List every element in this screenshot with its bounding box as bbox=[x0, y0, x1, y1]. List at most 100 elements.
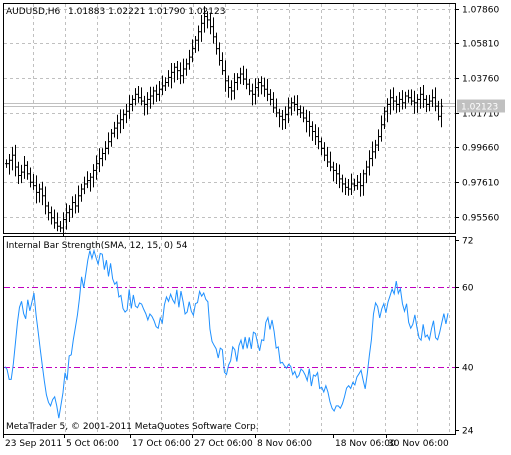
ohlc-bar bbox=[320, 137, 323, 156]
time-tick-label: 17 Oct 06:00 bbox=[132, 439, 191, 449]
ohlc-bar bbox=[179, 62, 182, 85]
ohlc-bar bbox=[386, 98, 389, 123]
ohlc-bar bbox=[302, 106, 305, 123]
ohlc-bar bbox=[56, 212, 59, 232]
ohlc-bar bbox=[41, 181, 44, 206]
ohlc-bar bbox=[383, 107, 386, 129]
ohlc-bar bbox=[86, 171, 89, 189]
ohlc-bar bbox=[227, 75, 230, 98]
ohlc-bar bbox=[293, 95, 296, 112]
ohlc-bar bbox=[251, 83, 254, 106]
ohlc-bar bbox=[332, 161, 335, 182]
ohlc-bar bbox=[152, 86, 155, 105]
ohlc-bar bbox=[134, 88, 137, 106]
ohlc-bar bbox=[305, 109, 308, 133]
ohlc-bar bbox=[392, 87, 395, 111]
ohlc-bar bbox=[290, 97, 293, 116]
ohlc-bar bbox=[32, 173, 35, 190]
ohlc-bar bbox=[116, 114, 119, 140]
price-tick-label: 1.03760 bbox=[462, 75, 499, 85]
ohlc-bar bbox=[215, 32, 218, 55]
ohlc-bar bbox=[254, 78, 257, 105]
ohlc-bar bbox=[29, 167, 32, 188]
ohlc-bar bbox=[212, 17, 215, 44]
ohlc-bar bbox=[59, 220, 62, 233]
ohlc-bar bbox=[344, 177, 347, 195]
time-tick-label: 18 Nov 06:00 bbox=[335, 439, 396, 449]
ohlc-bar bbox=[404, 91, 407, 109]
ohlc-bar bbox=[350, 173, 353, 195]
ohlc-bar bbox=[260, 76, 263, 95]
ohlc-bar bbox=[110, 128, 113, 147]
ohlc-bar bbox=[128, 95, 131, 119]
ohlc-bar bbox=[284, 106, 287, 129]
footer-copyright: MetaTrader 5, © 2001-2011 MetaQuotes Sof… bbox=[6, 422, 259, 432]
ohlc-bar bbox=[98, 148, 101, 173]
ohlc-bar bbox=[314, 124, 317, 146]
ohlc-bar bbox=[65, 203, 68, 230]
ohlc-bar bbox=[308, 111, 311, 137]
ohlc-bar bbox=[194, 35, 197, 53]
ohlc-bar bbox=[107, 132, 110, 155]
ohlc-bar bbox=[47, 201, 50, 221]
ohlc-bar bbox=[389, 89, 392, 115]
ohlc-bar bbox=[398, 92, 401, 113]
ohlc-bar bbox=[323, 142, 326, 162]
ohlc-bar bbox=[296, 95, 299, 116]
ohlc-bar bbox=[53, 209, 56, 229]
ohlc-bar bbox=[269, 89, 272, 106]
time-tick-label: 27 Oct 06:00 bbox=[194, 439, 253, 449]
time-tick-label: 23 Sep 2011 bbox=[5, 439, 62, 449]
ohlc-bar bbox=[368, 150, 371, 176]
ohlc-bar bbox=[413, 90, 416, 114]
ohlc-bar bbox=[14, 144, 17, 177]
ohlc-bar bbox=[119, 109, 122, 134]
ohlc-bar bbox=[356, 174, 359, 190]
ohlc-bar bbox=[374, 139, 377, 159]
ohlc-bar bbox=[161, 75, 164, 96]
price-tick-label: 0.95560 bbox=[462, 214, 499, 224]
ohlc-bar bbox=[125, 103, 128, 124]
ohlc-bar bbox=[185, 58, 188, 76]
price-tick-label: 0.97610 bbox=[462, 179, 499, 189]
ohlc-bar bbox=[50, 206, 53, 225]
ohlc-bar bbox=[74, 194, 77, 214]
ohlc-bar bbox=[230, 80, 233, 101]
ohlc-header: 1.01883 1.02221 1.01790 1.02123 bbox=[68, 7, 225, 17]
ohlc-bar bbox=[437, 100, 440, 121]
ohlc-bar bbox=[341, 174, 344, 193]
ohlc-bar bbox=[62, 212, 65, 239]
ohlc-bar bbox=[38, 183, 41, 203]
price-tick-label: 1.07860 bbox=[462, 6, 499, 16]
ohlc-bar bbox=[170, 63, 173, 89]
ohlc-bar bbox=[365, 160, 368, 184]
ohlc-bar bbox=[233, 73, 236, 100]
ohlc-bar bbox=[176, 61, 179, 80]
ohlc-bar bbox=[347, 179, 350, 196]
ohlc-bar bbox=[140, 87, 143, 106]
ohlc-bar bbox=[137, 86, 140, 103]
ohlc-bar bbox=[221, 52, 224, 75]
price-pane: 1.07860 1.05810 1.03760 1.01710 0.99660 0.976… bbox=[3, 3, 505, 239]
ohlc-bar bbox=[428, 94, 431, 112]
ohlc-bar bbox=[272, 92, 275, 113]
ohlc-bar bbox=[440, 98, 443, 128]
ohlc-bar bbox=[329, 151, 332, 172]
current-price-box bbox=[457, 99, 505, 113]
ohlc-bar bbox=[425, 95, 428, 113]
ohlc-bar bbox=[44, 186, 47, 215]
ohlc-bar bbox=[80, 183, 83, 202]
ohlc-bar bbox=[395, 95, 398, 113]
ohlc-bar bbox=[104, 141, 107, 161]
ohlc-bar bbox=[203, 6, 206, 33]
time-axis: 23 Sep 2011 5 Oct 06:00 17 Oct 06:00 27 Oct… bbox=[3, 434, 449, 449]
ohlc-bar bbox=[371, 141, 374, 167]
ohlc-bar bbox=[275, 98, 278, 118]
ohlc-bar bbox=[92, 164, 95, 188]
ohlc-bar bbox=[239, 67, 242, 85]
ohlc-bar bbox=[236, 73, 239, 91]
ibs-line bbox=[4, 248, 449, 419]
ohlc-bar bbox=[113, 121, 116, 138]
ohlc-bar bbox=[155, 84, 158, 102]
